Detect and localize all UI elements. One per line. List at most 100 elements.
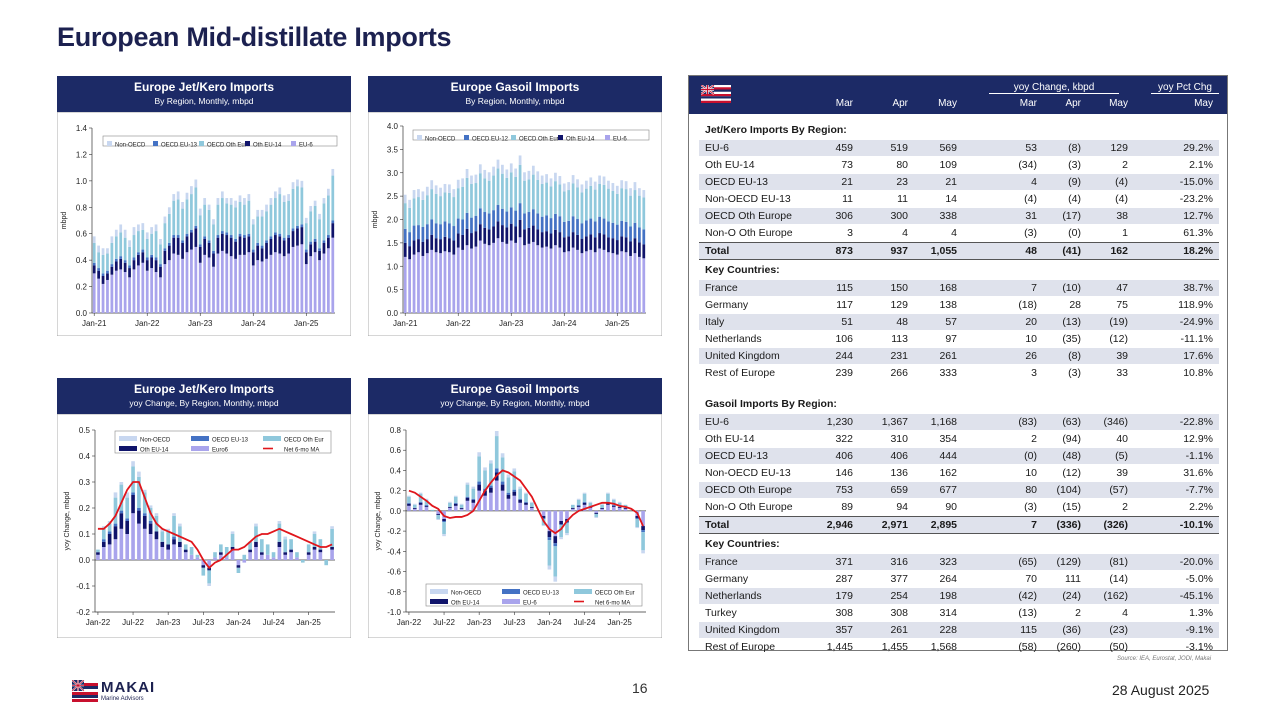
bar-segment (172, 513, 176, 516)
bar-segment (331, 220, 335, 224)
bar-segment (424, 498, 429, 500)
bar-segment (225, 232, 229, 236)
cell-value: 7 (1031, 519, 1037, 531)
table-row: Non-O Oth Europe 3 4 4 (3) (0) 1 61.3% (699, 225, 1219, 241)
bar-segment (531, 241, 535, 313)
chart-header: Europe Gasoil Imports By Region, Monthly… (368, 76, 662, 112)
bar-segment (212, 266, 215, 313)
bar-segment (128, 268, 131, 278)
row-label: France (705, 282, 738, 294)
bar-segment (322, 198, 326, 204)
bar-segment (229, 198, 233, 205)
bar-segment (101, 254, 105, 274)
bar-segment (494, 468, 499, 473)
chart-panel-jet-monthly: Europe Jet/Kero Imports By Region, Month… (57, 76, 351, 336)
bar-segment (452, 254, 456, 313)
cell-value: (36) (1062, 624, 1081, 636)
bar-segment (247, 236, 251, 253)
x-tick-label: Jan-24 (552, 319, 577, 328)
cell-value: 4 (902, 227, 908, 239)
cell-value: 48 (896, 316, 908, 328)
bar-segment (203, 198, 207, 205)
cell-value: (35) (1062, 333, 1081, 345)
bar-segment (615, 193, 619, 225)
cell-value: 3 (1031, 367, 1037, 379)
bar-segment (190, 229, 193, 233)
bar-segment (269, 239, 273, 255)
bar-segment (417, 225, 420, 240)
bar-segment (181, 258, 184, 313)
bar-segment (505, 243, 509, 313)
bar-segment (92, 236, 96, 243)
bar-segment (234, 239, 237, 242)
bar-segment (181, 240, 184, 243)
legend-label: Euro6 (212, 448, 229, 454)
y-axis-label: mbpd (61, 212, 68, 230)
bar-segment (265, 544, 270, 555)
bar-segment (617, 502, 622, 507)
x-tick-label: Jan-25 (607, 618, 632, 627)
bar-segment (638, 195, 641, 228)
chart-subtitle: yoy Change, By Region, Monthly, mbpd (129, 398, 279, 408)
cell-value: 10 (1025, 467, 1037, 479)
table-row: OECD Oth Europe 306 300 338 31 (17) 38 12.7% (699, 208, 1219, 224)
bar-segment (195, 554, 200, 558)
bar-segment (306, 544, 311, 553)
bar-segment (527, 243, 531, 313)
y-tick-label: 3.0 (387, 169, 399, 178)
cell-value: 115 (836, 282, 853, 294)
cell-value: 12.9% (1183, 433, 1213, 445)
bar-segment (201, 565, 206, 568)
bar-segment (505, 227, 509, 244)
bar-segment (282, 202, 286, 238)
bar-segment (602, 176, 606, 185)
bar-segment (509, 240, 513, 313)
bar-segment (260, 552, 264, 555)
bar-segment (512, 491, 517, 496)
row-label: OECD EU-13 (705, 450, 769, 462)
cell-value: 10.8% (1183, 367, 1213, 379)
bar-segment (536, 171, 540, 180)
x-tick-label: Jan-24 (226, 618, 251, 627)
y-tick-label: 0.8 (390, 426, 402, 435)
bar-segment (461, 219, 465, 235)
bar-segment (101, 541, 106, 547)
bar-segment (465, 212, 469, 229)
x-tick-label: Jan-23 (156, 618, 181, 627)
y-tick-label: -0.4 (387, 547, 401, 556)
bar-segment (176, 237, 180, 255)
bar-segment (635, 515, 640, 518)
bar-segment (322, 203, 326, 241)
bar-segment (439, 187, 442, 197)
bar-segment (412, 225, 416, 241)
bar-segment (408, 207, 411, 233)
bar-segment (448, 501, 452, 503)
y-tick-label: 0.6 (390, 446, 402, 455)
bar-segment (234, 200, 237, 208)
page-date: 28 August 2025 (1112, 682, 1210, 698)
bar-segment (273, 232, 277, 236)
bar-segment (142, 528, 147, 560)
bar-segment (243, 235, 246, 238)
chart-title: Europe Gasoil Imports (450, 382, 580, 396)
bar-segment (471, 488, 476, 499)
bar-segment (172, 235, 176, 238)
bar-segment (101, 528, 106, 540)
cell-value: 33 (1116, 367, 1128, 379)
bar-segment (160, 541, 165, 547)
bar-segment (243, 237, 246, 255)
bar-segment (611, 505, 616, 507)
bar-segment (309, 244, 313, 257)
cell-value: (4) (1024, 193, 1037, 205)
bar-segment (408, 199, 411, 208)
cell-value: (58) (1018, 641, 1037, 653)
bar-segment (459, 507, 464, 509)
bar-segment (487, 172, 491, 181)
bar-segment (514, 168, 518, 177)
y-tick-label: -0.8 (387, 588, 401, 597)
bar-segment (198, 208, 202, 216)
bar-segment (439, 196, 442, 225)
bar-segment (509, 207, 513, 224)
bar-segment (92, 273, 96, 313)
bar-segment (154, 257, 158, 261)
